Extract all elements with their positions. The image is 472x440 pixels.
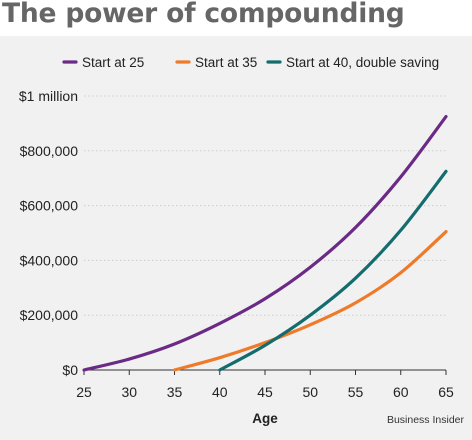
x-tick-label: 25 <box>76 384 92 400</box>
y-tick-label: $800,000 <box>20 143 79 159</box>
chart-title: The power of compounding <box>2 0 405 29</box>
x-axis-title: Age <box>252 411 278 426</box>
legend-label-1: Start at 25 <box>82 55 144 70</box>
legend-label-2: Start at 35 <box>195 55 257 70</box>
series-line-1 <box>82 114 448 372</box>
y-tick-label: $600,000 <box>20 198 79 214</box>
x-tick-label: 35 <box>167 384 183 400</box>
y-tick-label: $400,000 <box>20 252 79 268</box>
x-tick-label: 65 <box>438 384 454 400</box>
source-credit: Business Insider <box>387 414 465 426</box>
gridlines <box>84 95 446 316</box>
x-tick-label: 40 <box>212 384 228 400</box>
line-chart: $0 $200,000 $400,000 $600,000 $800,000 $1 mil… <box>19 55 465 426</box>
series-lines <box>82 114 448 372</box>
series-line-3 <box>218 169 448 372</box>
y-tick-label: $0 <box>62 362 78 378</box>
x-tick-label: 30 <box>121 384 137 400</box>
legend-label-3: Start at 40, double saving <box>286 55 439 70</box>
x-tick-label: 45 <box>257 384 273 400</box>
x-tick-label: 60 <box>393 384 409 400</box>
legend: Start at 25 Start at 35 Start at 40, doubl… <box>62 55 439 70</box>
series-line-2 <box>172 230 448 372</box>
y-tick-label: $200,000 <box>20 307 79 323</box>
y-tick-label: $1 million <box>19 88 78 104</box>
x-axis-ticks: 25 30 35 40 45 50 55 60 65 <box>76 370 454 400</box>
y-axis-ticks: $0 $200,000 $400,000 $600,000 $800,000 $1 mil… <box>19 88 78 378</box>
x-tick-label: 50 <box>302 384 318 400</box>
x-tick-label: 55 <box>348 384 364 400</box>
